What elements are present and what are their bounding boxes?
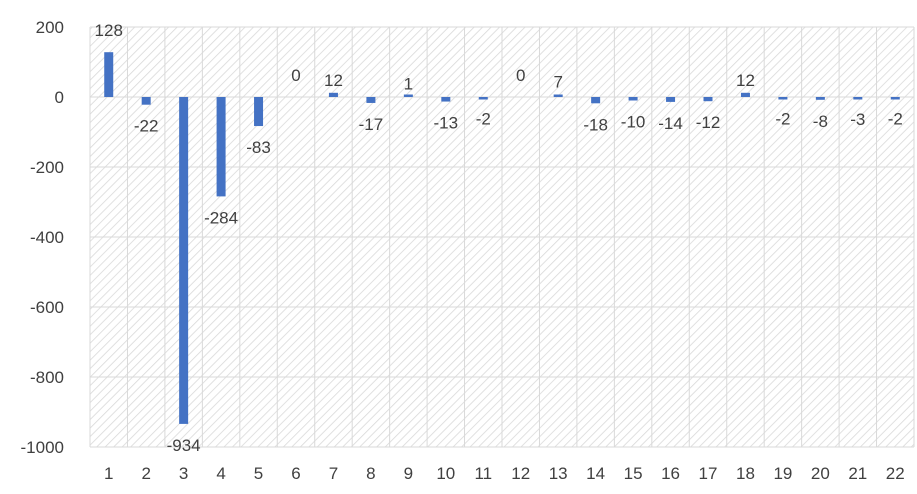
y-tick-label: -200 bbox=[30, 158, 64, 177]
data-label: -2 bbox=[888, 110, 903, 129]
bar bbox=[628, 97, 638, 101]
bar bbox=[740, 92, 750, 97]
data-label: 0 bbox=[291, 66, 300, 85]
data-label: -18 bbox=[583, 115, 608, 134]
bar bbox=[104, 52, 114, 97]
data-label: 0 bbox=[516, 66, 525, 85]
x-tick-label: 3 bbox=[179, 464, 188, 483]
y-tick-label: -800 bbox=[30, 368, 64, 387]
data-label: 12 bbox=[324, 71, 343, 90]
x-tick-label: 5 bbox=[254, 464, 263, 483]
bar bbox=[890, 97, 900, 100]
data-label: -284 bbox=[204, 208, 238, 227]
x-tick-label: 19 bbox=[773, 464, 792, 483]
data-label: -83 bbox=[246, 138, 271, 157]
data-label: -17 bbox=[359, 115, 384, 134]
bar bbox=[179, 97, 189, 424]
bar bbox=[441, 97, 451, 102]
x-tick-label: 14 bbox=[586, 464, 605, 483]
data-label: -13 bbox=[434, 114, 459, 133]
x-tick-label: 12 bbox=[511, 464, 530, 483]
bar bbox=[328, 92, 338, 97]
data-label: -934 bbox=[167, 436, 201, 455]
bar bbox=[853, 97, 863, 100]
y-tick-label: 0 bbox=[55, 88, 64, 107]
x-tick-label: 4 bbox=[216, 464, 225, 483]
x-tick-label: 9 bbox=[404, 464, 413, 483]
x-tick-label: 2 bbox=[141, 464, 150, 483]
bar bbox=[141, 97, 151, 105]
x-tick-label: 17 bbox=[699, 464, 718, 483]
data-label: -10 bbox=[621, 113, 646, 132]
x-tick-label: 15 bbox=[624, 464, 643, 483]
data-label: -12 bbox=[696, 113, 721, 132]
x-tick-label: 10 bbox=[436, 464, 455, 483]
data-label: -22 bbox=[134, 117, 159, 136]
bar bbox=[254, 97, 264, 127]
x-tick-label: 16 bbox=[661, 464, 680, 483]
y-tick-label: -600 bbox=[30, 298, 64, 317]
x-tick-label: 7 bbox=[329, 464, 338, 483]
bar bbox=[666, 97, 676, 102]
bar bbox=[366, 97, 376, 103]
bar bbox=[478, 97, 488, 100]
bar bbox=[778, 97, 788, 100]
x-tick-label: 20 bbox=[811, 464, 830, 483]
x-tick-label: 6 bbox=[291, 464, 300, 483]
x-tick-label: 11 bbox=[474, 464, 492, 483]
bar bbox=[703, 97, 713, 102]
y-tick-label: -400 bbox=[30, 228, 64, 247]
x-tick-label: 13 bbox=[549, 464, 568, 483]
bar bbox=[216, 97, 226, 197]
data-label: 7 bbox=[553, 73, 562, 92]
x-tick-label: 1 bbox=[104, 464, 113, 483]
data-label: 12 bbox=[736, 71, 755, 90]
data-label: -3 bbox=[850, 110, 865, 129]
y-tick-label: -1000 bbox=[21, 438, 64, 457]
x-tick-label: 8 bbox=[366, 464, 375, 483]
data-label: 128 bbox=[95, 21, 123, 40]
bar bbox=[403, 94, 413, 97]
x-tick-label: 22 bbox=[886, 464, 905, 483]
data-label: -2 bbox=[775, 110, 790, 129]
data-label: -8 bbox=[813, 112, 828, 131]
bar bbox=[815, 97, 825, 100]
data-label: 1 bbox=[404, 75, 413, 94]
bar bbox=[591, 97, 601, 104]
data-label: -14 bbox=[658, 114, 683, 133]
bar bbox=[553, 94, 563, 97]
y-tick-label: 200 bbox=[36, 18, 64, 37]
data-label: -2 bbox=[476, 110, 491, 129]
x-tick-label: 18 bbox=[736, 464, 755, 483]
x-tick-label: 21 bbox=[848, 464, 867, 483]
